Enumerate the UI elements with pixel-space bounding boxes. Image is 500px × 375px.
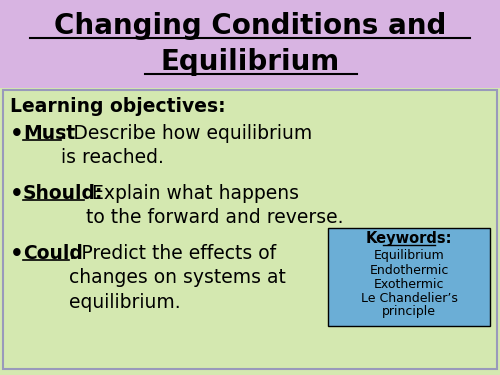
FancyBboxPatch shape (328, 228, 490, 326)
Text: Keywords:: Keywords: (366, 231, 452, 246)
Text: Explain what happens
to the forward and reverse.: Explain what happens to the forward and … (86, 184, 344, 227)
Text: : Predict the effects of
changes on systems at
equilibrium.: : Predict the effects of changes on syst… (69, 244, 286, 312)
Text: Le Chandelier’s: Le Chandelier’s (360, 291, 458, 304)
Text: principle: principle (382, 306, 436, 318)
Text: Exothermic: Exothermic (374, 278, 444, 291)
Text: Endothermic: Endothermic (370, 264, 448, 276)
Text: Should:: Should: (23, 184, 103, 203)
Text: Must: Must (23, 124, 75, 143)
Text: •: • (10, 244, 24, 264)
Text: Learning objectives:: Learning objectives: (10, 96, 226, 116)
Text: Equilibrium: Equilibrium (374, 249, 444, 262)
Text: •: • (10, 124, 24, 144)
Text: Equilibrium: Equilibrium (160, 48, 340, 76)
Text: : Describe how equilibrium
is reached.: : Describe how equilibrium is reached. (61, 124, 312, 167)
Text: •: • (10, 184, 24, 204)
FancyBboxPatch shape (3, 90, 497, 369)
Text: Changing Conditions and: Changing Conditions and (54, 12, 446, 40)
FancyBboxPatch shape (0, 0, 500, 88)
Text: Could: Could (23, 244, 83, 263)
